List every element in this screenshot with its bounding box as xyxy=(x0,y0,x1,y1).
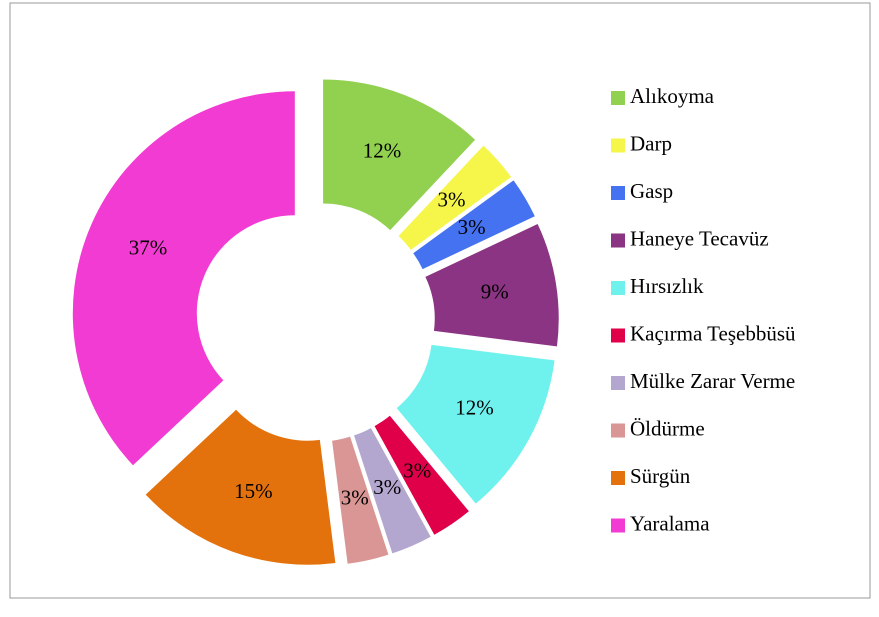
legend-label: Kaçırma Teşebbüsü xyxy=(630,321,796,345)
legend-swatch xyxy=(611,233,625,248)
data-label: 3% xyxy=(403,458,431,482)
legend-swatch xyxy=(611,281,625,295)
donut-segment xyxy=(413,180,535,270)
donut-segment xyxy=(323,79,476,231)
data-label: 3% xyxy=(373,475,401,499)
legend-label: Mülke Zarar Verme xyxy=(630,369,795,393)
donut-segment xyxy=(425,224,559,347)
donut-segment xyxy=(396,344,555,504)
donut-segment xyxy=(354,428,431,554)
donut-segment xyxy=(332,436,389,564)
data-label: 15% xyxy=(234,479,273,503)
donut-segment xyxy=(72,91,295,466)
legend-label: Sürgün xyxy=(630,464,691,488)
legend-label: Alıkoyma xyxy=(630,84,715,108)
legend-label: Darp xyxy=(630,131,672,155)
data-label: 12% xyxy=(455,395,494,419)
legend-label: Yaralama xyxy=(630,511,710,535)
legend-label: Haneye Tecavüz xyxy=(630,226,769,250)
legend-label: Gasp xyxy=(630,179,673,203)
legend-swatch xyxy=(611,138,625,153)
legend-swatch xyxy=(611,186,625,200)
legend-swatch xyxy=(611,423,625,438)
legend-swatch xyxy=(611,471,625,485)
donut-segment xyxy=(398,145,512,250)
data-label: 37% xyxy=(129,236,168,260)
donut-segment xyxy=(145,409,336,565)
legend-swatch xyxy=(611,376,625,390)
legend-label: Hırsızlık xyxy=(630,274,704,298)
legend-label: Öldürme xyxy=(630,416,705,440)
data-label: 12% xyxy=(363,139,402,163)
donut-segment xyxy=(374,415,469,535)
data-label: 3% xyxy=(438,187,466,211)
legend-swatch xyxy=(611,91,625,105)
data-label: 3% xyxy=(458,215,486,239)
legend-swatch xyxy=(611,328,625,343)
data-label: 3% xyxy=(341,485,369,509)
legend-swatch xyxy=(611,518,625,533)
data-label: 9% xyxy=(481,279,509,303)
